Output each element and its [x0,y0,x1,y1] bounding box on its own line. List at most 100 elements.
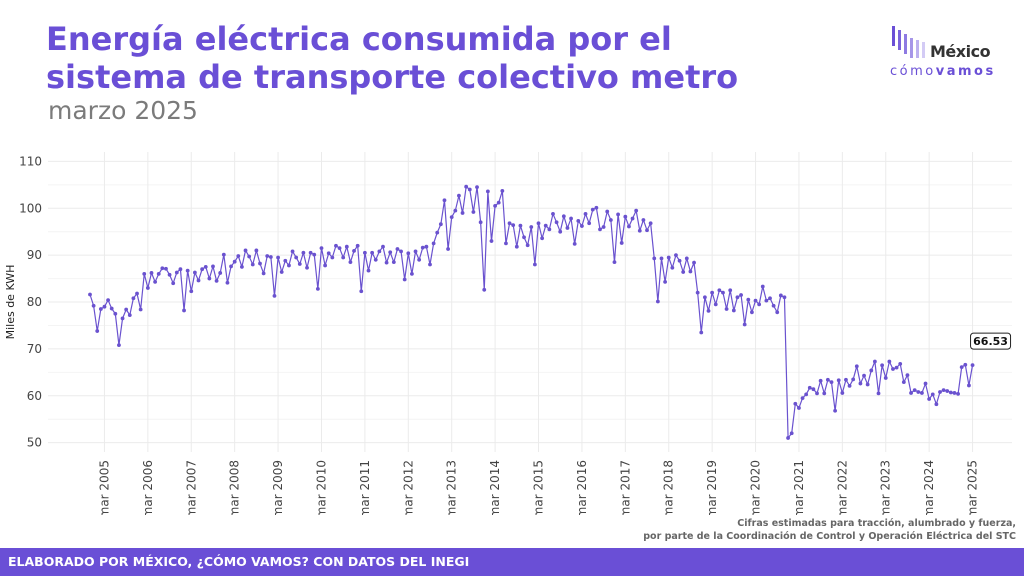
data-point [406,251,411,256]
source-note-line-1: Cifras estimadas para tracción, alumbrad… [737,518,1016,529]
data-point [225,280,230,285]
data-point [583,211,588,216]
last-value-label-box [970,332,1012,350]
data-point [789,431,794,436]
data-point [565,226,570,230]
data-point [721,290,725,295]
data-point [587,221,592,226]
x-tick-label: mar 2011 [358,460,372,515]
last-value-label: 66.53 [973,335,1008,348]
data-point [471,210,476,214]
data-point [424,244,429,249]
data-point [272,294,277,298]
data-point [637,228,642,233]
data-point [659,256,664,261]
data-point [131,296,136,301]
data-point [135,291,139,296]
data-point [308,250,313,255]
data-point [677,258,682,263]
data-point [258,261,262,266]
data-point [514,244,519,249]
data-point [326,251,331,256]
data-point [551,211,555,216]
data-point [963,362,968,367]
data-point [695,290,700,295]
data-point [601,225,606,229]
data-point [203,264,208,269]
data-point [652,256,657,261]
data-point [753,298,758,303]
data-point [862,373,866,378]
data-point [428,262,432,267]
x-tick-label: mar 2012 [401,460,415,515]
data-point [612,260,617,265]
logo-tagline-vamos: vamos [935,64,996,79]
y-tick-label: 90 [27,248,42,262]
data-point [844,377,848,382]
x-tick-label: mar 2020 [749,460,763,515]
data-point [760,284,765,289]
data-point [370,250,375,255]
data-point [124,307,129,312]
data-point [699,330,704,335]
data-point [670,265,675,270]
data-point [435,230,440,235]
data-point [500,189,505,193]
data-point [174,270,179,275]
x-tick-label: mar 2010 [314,460,328,515]
data-point [536,221,541,226]
data-point [901,380,906,385]
data-point [865,382,870,387]
data-point [189,289,194,294]
data-point [619,241,624,245]
data-point [869,368,874,373]
data-point [171,281,176,286]
data-point [547,227,552,232]
data-point [431,241,436,246]
data-point [377,249,382,254]
data-point [88,292,92,297]
data-point [518,223,523,228]
data-point [815,391,819,396]
data-point [493,204,497,208]
data-point [717,288,722,293]
data-point [142,271,147,276]
data-point [561,214,566,219]
data-point [388,250,393,255]
chart-title: Energía eléctrica consumida por el siste… [46,20,738,96]
data-point [145,286,150,290]
data-point [138,307,143,312]
data-point [268,255,273,259]
data-point [811,387,816,392]
data-point [688,269,693,274]
x-tick-label: mar 2015 [532,460,546,515]
data-point [305,265,309,270]
data-point [240,264,244,269]
data-point [276,255,280,260]
data-point [301,250,306,255]
data-point [920,391,924,395]
data-point [598,227,602,232]
y-tick-label: 50 [27,436,42,450]
data-point [590,207,595,212]
data-point [182,308,186,313]
data-point [207,276,212,281]
data-point [750,310,754,315]
data-point [829,380,834,385]
data-point [710,290,715,295]
x-tick-label: mar 2016 [575,460,589,515]
data-point [674,253,678,258]
logo-bars-icon [892,26,925,58]
data-point [283,258,288,263]
x-tick-label: mar 2006 [141,460,155,515]
data-point [373,257,378,262]
data-point [504,241,508,246]
data-point [334,243,338,248]
data-point [457,193,461,198]
data-point [109,306,114,311]
x-tick-label: mar 2007 [184,460,198,515]
data-point [229,264,233,269]
data-point [608,218,613,222]
data-point [684,256,689,261]
data-point [496,200,501,205]
